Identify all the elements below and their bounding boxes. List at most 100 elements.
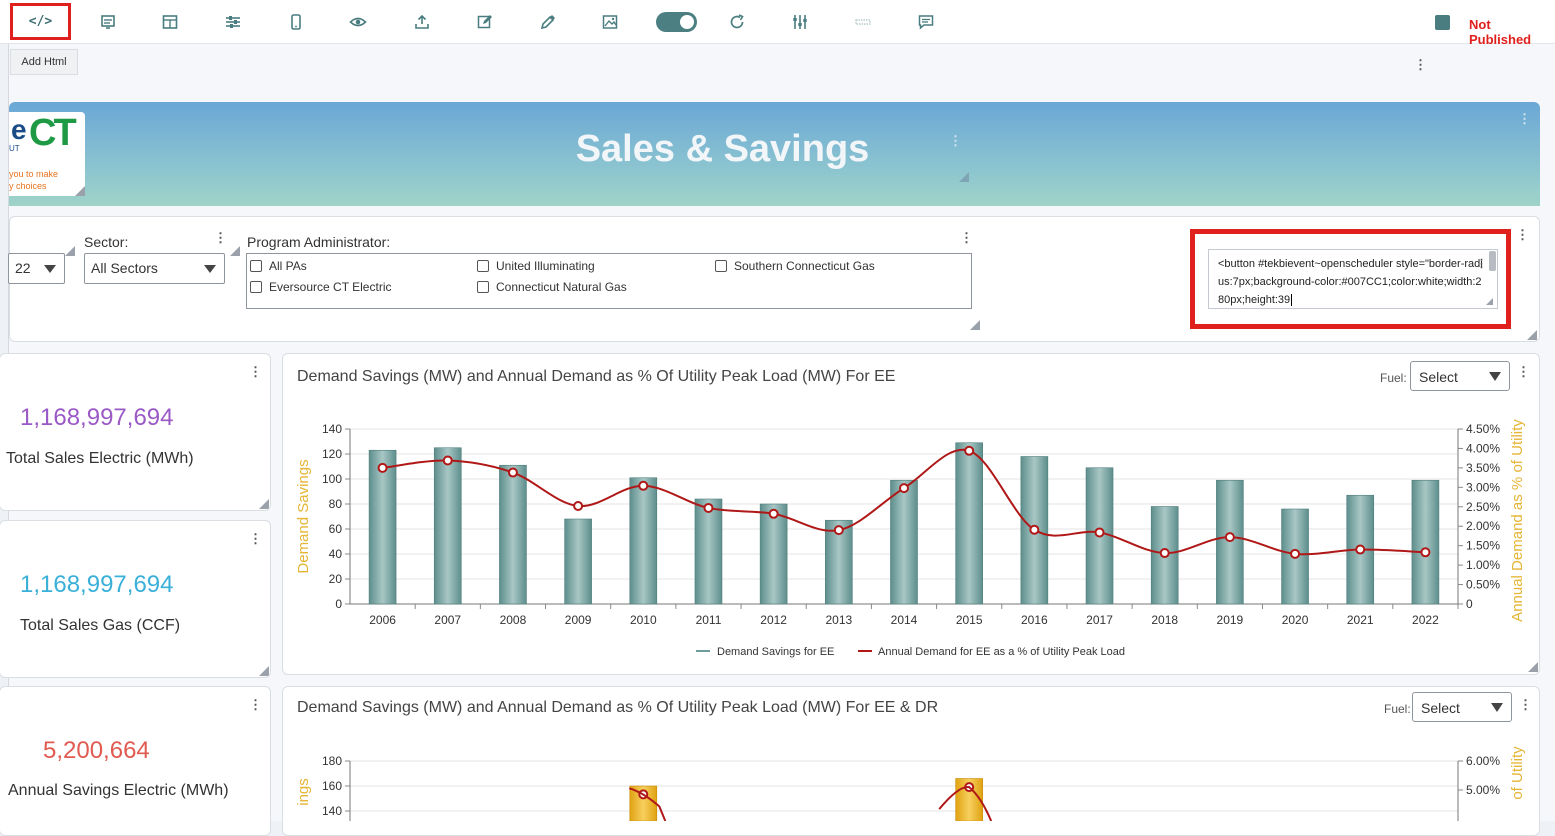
line-point [1290,548,1301,559]
settings-icon[interactable] [787,10,813,34]
line-point [768,508,779,519]
more-options-icon[interactable]: ⋮ [1517,364,1530,379]
refresh-icon[interactable] [724,10,750,34]
more-options-icon[interactable]: ⋮ [1518,111,1531,126]
checkbox[interactable] [477,260,489,272]
line-point [1224,532,1235,543]
more-options-icon[interactable]: ⋮ [1519,697,1532,712]
page-title: Sales & Savings [575,128,870,170]
checkbox[interactable] [477,281,489,293]
resize-handle[interactable] [959,172,969,182]
more-options-icon[interactable]: ⋮ [1516,227,1529,242]
layout-icon[interactable] [157,10,183,34]
fuel-label: Fuel: [1380,371,1407,385]
y-tick-label: 60 [329,522,343,536]
resize-handle[interactable] [230,246,240,256]
x-tick-label: 2010 [630,613,657,627]
bar [759,503,788,605]
pa-checkbox-ct-natural-gas[interactable]: Connecticut Natural Gas [477,280,627,294]
publish-icon[interactable] [1435,15,1450,30]
y-tick-label: 20 [329,572,343,586]
x-tick-label: 2017 [1086,613,1113,627]
bar [1411,479,1440,605]
pa-checkbox-eversource[interactable]: Eversource CT Electric [250,280,391,294]
series-line [938,786,993,821]
more-options-icon[interactable]: ⋮ [960,230,973,245]
more-options-icon[interactable]: ⋮ [949,133,962,148]
logo-ut: UT [9,144,20,153]
bar [368,449,397,605]
pa-checkbox-southern-ct-gas[interactable]: Southern Connecticut Gas [715,259,875,273]
more-options-icon[interactable]: ⋮ [1476,258,1487,270]
more-options-icon[interactable]: ⋮ [249,364,262,379]
sector-select[interactable]: All Sectors [84,253,225,284]
edit-icon[interactable] [472,10,498,34]
eye-icon[interactable] [345,10,371,34]
checkbox[interactable] [250,260,262,272]
pa-label: Program Administrator: [247,234,391,250]
line-point [638,480,649,491]
legend-entry: Annual Demand for EE as a % of Utility P… [878,646,1125,658]
more-options-icon[interactable]: ⋮ [214,230,227,245]
line-point [703,502,714,513]
resize-handle[interactable] [1528,662,1538,672]
more-options-icon[interactable]: ⋮ [249,697,262,712]
y-tick-label: 100 [322,472,342,486]
chevron-down-icon [1489,372,1501,381]
image-icon[interactable] [597,10,623,34]
pa-checkbox-united-illuminating[interactable]: United Illuminating [477,259,595,273]
resize-handle[interactable] [259,666,269,676]
toggle-switch[interactable] [656,12,697,32]
line-point [1094,527,1105,538]
more-options-icon[interactable]: ⋮ [1414,57,1427,72]
x-tick-label: 2006 [369,613,396,627]
checkbox[interactable] [715,260,727,272]
fuel-select[interactable]: Select [1410,361,1510,391]
chart-title: Demand Savings (MW) and Annual Demand as… [297,699,939,716]
x-tick-label: 2018 [1151,613,1178,627]
kpi-label: Total Sales Electric (MWh) [6,450,194,467]
publish-status[interactable]: Not Published [1469,17,1532,47]
sector-label: Sector: [84,234,129,250]
x-tick-label: 2019 [1217,613,1244,627]
logo-e: e [11,114,27,145]
sliders-icon[interactable] [220,10,246,34]
y2-tick-label: 5.00% [1466,783,1500,797]
line-point [507,467,518,478]
resize-handle[interactable] [65,246,75,256]
color-picker-icon[interactable] [535,10,561,34]
kpi-card-savings-electric: 5,200,664 Annual Savings Electric (MWh) … [0,686,271,836]
pa-checkbox-all[interactable]: All PAs [250,259,307,273]
year-select[interactable]: 22 [8,253,65,284]
add-html-button[interactable]: </> [10,3,71,40]
y2-tick-label: 3.00% [1466,480,1500,494]
checkbox[interactable] [250,281,262,293]
upload-icon[interactable] [409,10,435,34]
html-code-editor[interactable]: <button #tekbievent~openscheduler style=… [1208,249,1498,309]
add-html-tooltip: Add Html [10,49,78,75]
x-tick-label: 2016 [1021,613,1048,627]
placeholder-icon[interactable] [850,10,876,34]
chevron-down-icon [44,265,56,273]
resize-handle[interactable] [75,186,85,196]
resize-handle[interactable] [1527,330,1537,340]
y2-tick-label: 2.00% [1466,519,1500,533]
y-tick-label: 140 [322,804,342,818]
form-icon[interactable] [95,10,121,34]
scrollbar[interactable] [1489,251,1496,271]
series-line [629,787,667,821]
y2-tick-label: 2.50% [1466,500,1500,514]
resize-handle[interactable] [970,320,980,330]
y-axis-label: Demand Savings [295,459,312,573]
resize-handle[interactable] [1486,298,1493,305]
bar [629,477,658,605]
line-point [1355,544,1366,555]
y2-tick-label: 1.50% [1466,539,1500,553]
comment-icon[interactable] [913,10,939,34]
y-tick-label: 140 [322,422,342,436]
more-options-icon[interactable]: ⋮ [249,531,262,546]
fuel-select-value: Select [1421,700,1460,716]
mobile-icon[interactable] [283,10,309,34]
resize-handle[interactable] [259,499,269,509]
fuel-select[interactable]: Select [1412,692,1512,722]
